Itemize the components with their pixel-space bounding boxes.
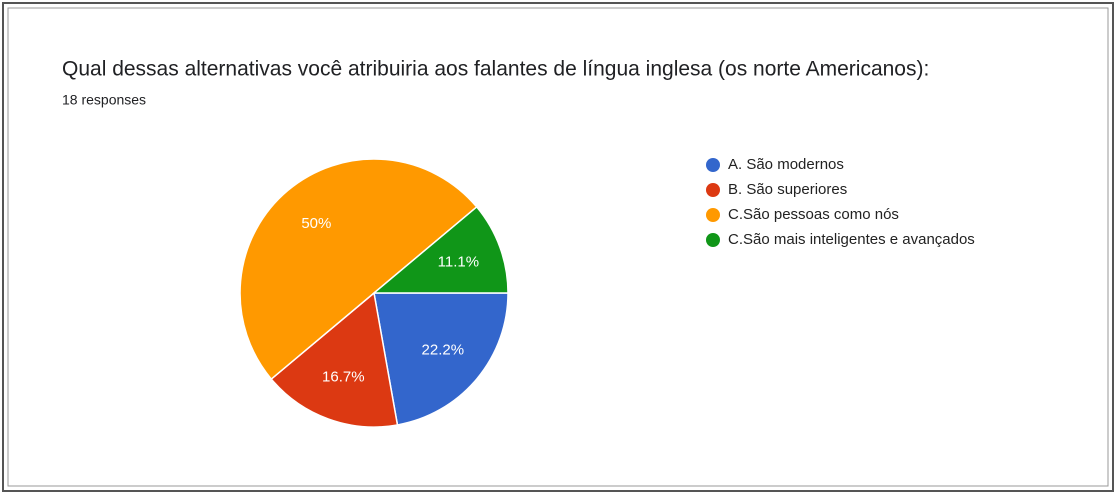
pie-slice xyxy=(270,291,399,428)
legend-swatch xyxy=(706,233,720,247)
pie-slice xyxy=(239,158,478,381)
legend-label: C.São mais inteligentes e avançados xyxy=(728,231,975,248)
chart-title: Qual dessas alternativas você atribuiria… xyxy=(62,58,929,81)
legend-swatch xyxy=(706,183,720,197)
pie-slice xyxy=(371,205,509,294)
pie-slice xyxy=(373,292,509,426)
legend-swatch xyxy=(706,208,720,222)
inner-frame xyxy=(7,7,1109,487)
slice-label: 50% xyxy=(301,215,331,232)
slice-label: 22.2% xyxy=(422,342,465,359)
legend-label: C.São pessoas como nós xyxy=(728,206,899,223)
legend-label: B. São superiores xyxy=(728,181,847,198)
legend-label: A. São modernos xyxy=(728,156,844,173)
legend-swatch xyxy=(706,158,720,172)
slice-label: 16.7% xyxy=(322,368,365,385)
chart-subtitle: 18 responses xyxy=(62,92,146,108)
slice-label: 11.1% xyxy=(438,253,479,270)
